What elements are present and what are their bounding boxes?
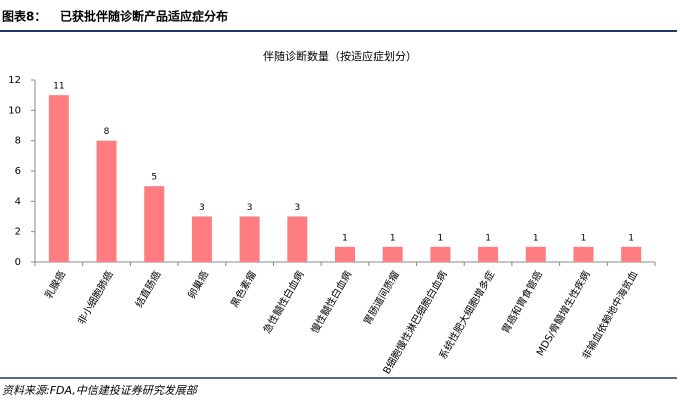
x-tick-label: 胃癌和胃食管癌 [499,269,545,336]
data-label: 5 [151,173,157,183]
x-tick-label: 乳腺癌 [42,269,68,301]
y-tick-label: 6 [15,166,21,177]
x-tick-label: 胃肠道间质瘤 [361,269,402,327]
y-tick-label: 8 [15,136,21,147]
bar [287,216,308,262]
bar [144,186,165,262]
x-tick-label: 急性髓性白血病 [260,269,306,336]
bar [48,95,69,263]
figure-label: 图表8： [2,9,46,24]
data-label: 1 [485,233,491,243]
data-label: 1 [533,233,539,243]
x-tick-label: 慢性髓性白血病 [308,269,354,336]
y-tick-label: 12 [8,75,21,86]
bar [335,246,355,262]
x-tick-label: 结直肠癌 [132,269,163,310]
y-tick-label: 4 [15,196,21,207]
data-label: 1 [628,233,634,243]
bar [573,246,594,262]
bar [239,216,260,262]
data-label: 1 [390,233,396,243]
y-tick-label: 0 [15,257,21,268]
data-label: 11 [53,82,64,92]
x-tick-label: 黑色素瘤 [228,269,259,310]
bar [96,140,117,262]
bar [621,246,642,262]
data-label: 1 [342,233,348,243]
source-note: 资料来源:FDA,中信建投证券研究发展部 [2,384,199,397]
bar [525,246,546,262]
x-tick-label: 卵巢癌 [185,269,211,301]
chart-title: 伴随诊断数量（按适应症划分） [263,49,417,63]
data-label: 3 [247,203,253,213]
bar [382,246,403,262]
data-label: 1 [581,233,587,243]
y-tick-label: 2 [15,227,21,238]
data-label: 3 [199,203,205,213]
data-label: 8 [104,127,110,137]
bar [191,216,212,262]
x-tick-label: MDS/骨髓增生性疾病 [533,269,592,359]
x-tick-label: 非小细胞肺癌 [74,269,115,327]
bar [430,246,451,262]
data-label: 1 [438,233,444,243]
bar [478,246,499,262]
y-tick-label: 10 [8,105,21,116]
data-label: 3 [294,203,300,213]
figure-title: 已获批伴随诊断产品适应症分布 [60,9,228,24]
